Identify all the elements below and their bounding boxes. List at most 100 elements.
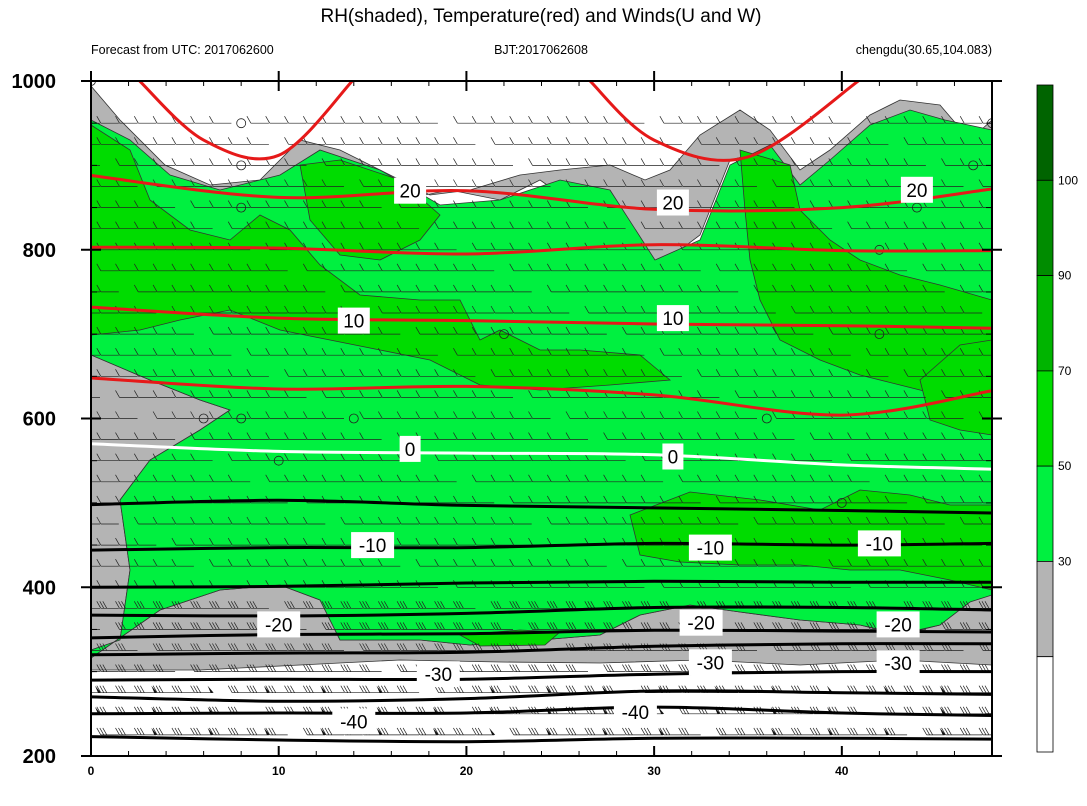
wind-barb xyxy=(772,559,795,567)
wind-barb xyxy=(171,411,194,419)
wind-barb xyxy=(115,179,138,187)
wind-barb xyxy=(284,200,307,208)
colorbar-label: 100 xyxy=(1058,173,1078,187)
wind-barb xyxy=(959,305,983,314)
wind-barb xyxy=(91,397,100,398)
wind-barb xyxy=(640,369,664,377)
wind-barb xyxy=(227,537,251,546)
wind-barb xyxy=(284,601,307,609)
wind-barb xyxy=(96,284,119,293)
contour-label: -20 xyxy=(876,611,920,638)
wind-barb xyxy=(340,116,363,124)
wind-barb xyxy=(809,263,833,272)
wind-barb xyxy=(678,263,701,272)
wind-barb xyxy=(659,221,682,230)
wind-barb xyxy=(115,390,138,398)
wind-barb xyxy=(584,305,607,314)
wind-barb xyxy=(978,727,992,736)
wind-barb xyxy=(321,622,344,630)
wind-barb xyxy=(171,158,194,166)
wind-barb xyxy=(903,474,926,483)
svg-text:10: 10 xyxy=(662,309,683,330)
wind-barb xyxy=(284,559,307,567)
wind-barb xyxy=(790,390,814,398)
wind-barb xyxy=(546,284,570,293)
wind-barb xyxy=(828,432,851,440)
wind-barb xyxy=(528,221,551,230)
wind-barb xyxy=(978,179,992,187)
wind-barb xyxy=(640,664,664,672)
wind-barb xyxy=(903,516,926,525)
wind-barb xyxy=(828,727,851,736)
wind-barb xyxy=(528,179,551,187)
wind-barb xyxy=(321,537,344,546)
wind-barb xyxy=(603,284,626,293)
wind-barb xyxy=(321,200,344,208)
wind-barb xyxy=(941,348,964,356)
wind-barb xyxy=(978,263,992,272)
svg-text:-20: -20 xyxy=(265,615,292,636)
wind-barb xyxy=(133,474,157,483)
wind-barb xyxy=(866,326,889,335)
wind-barb xyxy=(96,516,119,525)
wind-barb xyxy=(171,537,194,546)
wind-barb xyxy=(828,390,851,398)
wind-barb xyxy=(622,411,645,419)
wind-barb xyxy=(565,116,588,124)
wind-barb xyxy=(772,179,795,187)
wind-barb xyxy=(697,411,720,419)
wind-barb xyxy=(453,284,476,293)
wind-barb xyxy=(321,263,344,272)
wind-barb xyxy=(546,622,570,630)
wind-barb xyxy=(847,221,870,230)
wind-barb xyxy=(715,474,739,483)
calm-wind-circle xyxy=(236,413,247,424)
wind-barb xyxy=(265,179,288,187)
wind-barb xyxy=(152,643,176,651)
wind-barb xyxy=(227,664,251,672)
wind-barb xyxy=(884,263,908,272)
wind-barb xyxy=(603,263,626,272)
wind-barb xyxy=(828,263,851,272)
wind-barb xyxy=(584,221,607,230)
wind-barb xyxy=(340,664,363,672)
wind-barb xyxy=(133,622,157,630)
wind-barb xyxy=(640,727,665,736)
colorbar-swatch xyxy=(1036,656,1054,753)
colorbar-swatch xyxy=(1036,84,1054,181)
contour-label: 10 xyxy=(337,307,370,334)
wind-barb xyxy=(941,305,964,314)
wind-barb xyxy=(415,390,438,398)
wind-barb xyxy=(828,305,851,314)
wind-barb xyxy=(922,116,945,124)
wind-barb xyxy=(227,432,251,440)
wind-barb xyxy=(753,263,776,272)
wind-barb xyxy=(565,516,588,525)
temperature-contour-warm xyxy=(91,305,992,330)
wind-barb xyxy=(809,622,833,630)
wind-barb xyxy=(809,516,833,525)
wind-barb xyxy=(115,348,138,356)
temperature-contour-cold xyxy=(91,705,992,717)
wind-barb xyxy=(734,263,757,272)
svg-text:-20: -20 xyxy=(687,614,714,635)
wind-barb xyxy=(152,559,176,567)
wind-barb xyxy=(265,263,288,272)
wind-barb xyxy=(115,601,138,609)
wind-barb xyxy=(903,284,926,293)
wind-barb xyxy=(546,516,570,525)
wind-barb xyxy=(302,305,326,314)
wind-barb xyxy=(715,516,739,525)
wind-barb xyxy=(284,685,307,694)
wind-barb xyxy=(321,664,344,672)
wind-barb xyxy=(302,263,326,272)
x-tick-label: 40 xyxy=(835,764,849,778)
wind-barb xyxy=(959,116,983,124)
wind-barb xyxy=(209,516,232,525)
wind-barb xyxy=(622,664,645,672)
contour-label: 0 xyxy=(399,435,421,462)
wind-barb xyxy=(941,200,964,208)
wind-barb xyxy=(565,284,588,293)
wind-barb xyxy=(490,664,513,672)
wind-barb xyxy=(847,390,870,398)
